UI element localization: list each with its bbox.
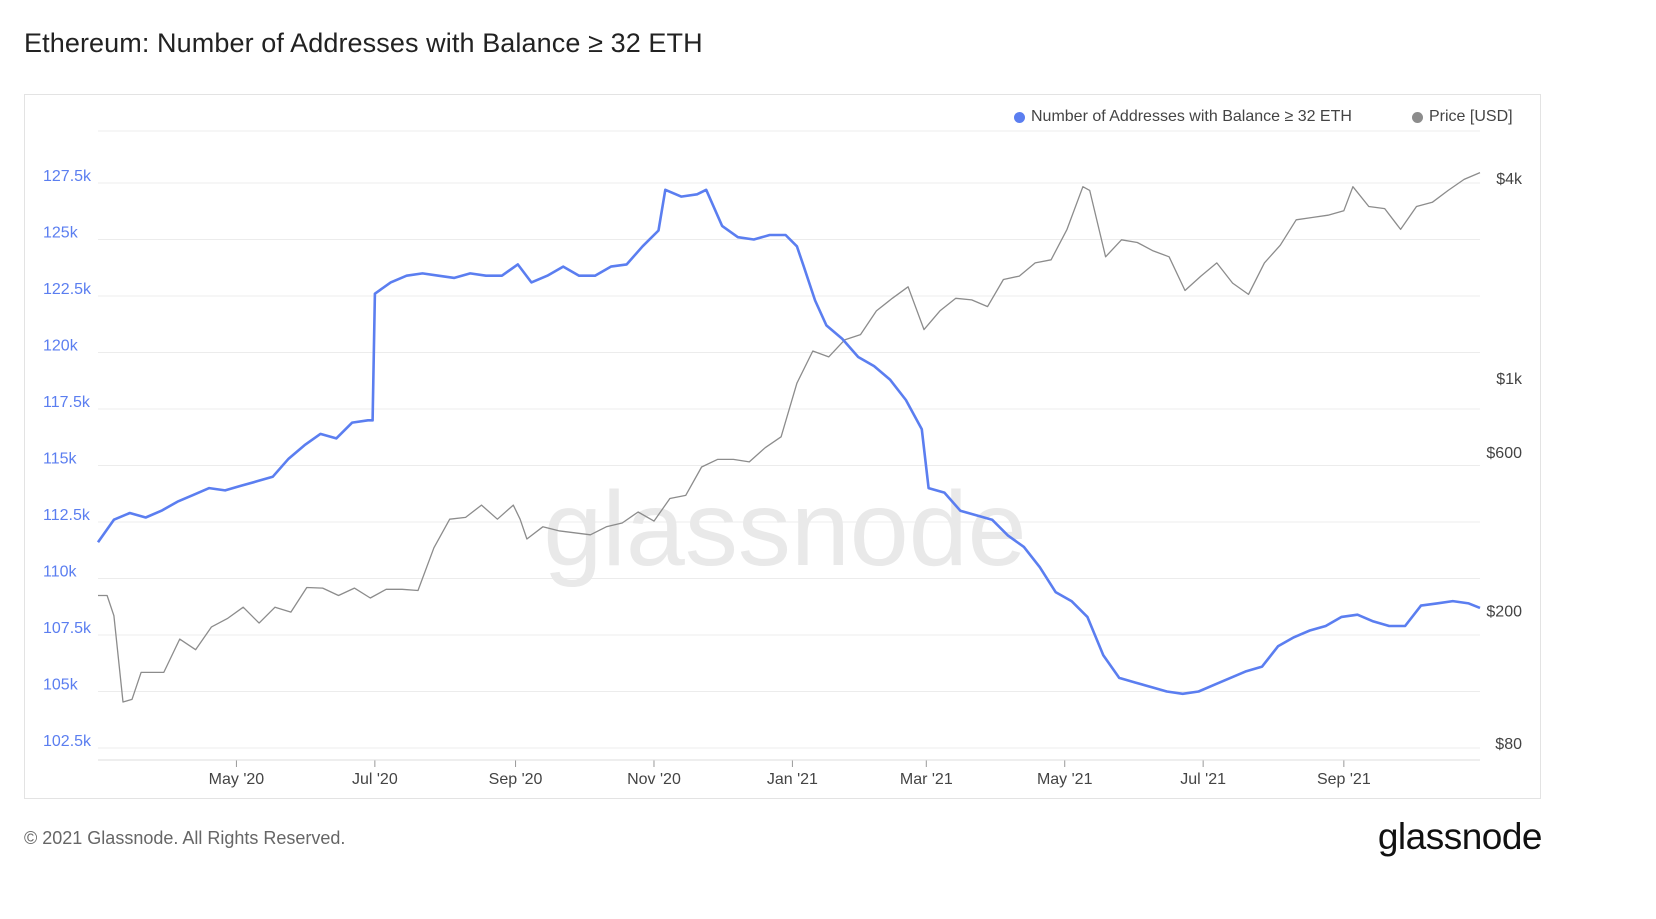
- x-tick-label: Jan '21: [767, 771, 818, 788]
- right-tick-label: $1k: [1496, 371, 1523, 388]
- left-tick-label: 112.5k: [43, 507, 91, 524]
- price-series-line: [98, 172, 1481, 703]
- legend-item-price[interactable]: Price [USD]: [1412, 108, 1513, 126]
- left-tick-label: 127.5k: [43, 168, 92, 185]
- left-axis: 102.5k 105k 107.5k 110k 112.5k 115k 117.5k 120k…: [43, 168, 92, 750]
- chart-svg: glassnode 102.5k 105k 107.5k 110k 112.5k 115k…: [43, 130, 1523, 788]
- x-tick-label: May '20: [209, 771, 265, 788]
- left-tick-label: 105k: [43, 677, 79, 694]
- watermark: glassnode: [543, 470, 1026, 588]
- legend-label-price: Price [USD]: [1429, 108, 1513, 125]
- addresses-series-line: [96, 188, 1481, 696]
- x-tick-label: Nov '20: [627, 771, 681, 788]
- left-tick-label: 110k: [43, 564, 78, 581]
- chart-panel: glassnode 102.5k 105k 107.5k 110k 112.5k 115k…: [24, 94, 1541, 799]
- legend-item-addresses[interactable]: Number of Addresses with Balance ≥ 32 ET…: [1014, 108, 1352, 126]
- right-axis: $80 $200 $600 $1k $4k: [1486, 171, 1523, 753]
- left-tick-label: 102.5k: [43, 733, 92, 750]
- right-tick-label: $80: [1495, 736, 1522, 753]
- x-tick-label: Mar '21: [900, 771, 953, 788]
- x-tick-label: Sep '21: [1317, 771, 1371, 788]
- glassnode-logo[interactable]: glassnode: [1377, 816, 1543, 857]
- chart-title: Ethereum: Number of Addresses with Balan…: [24, 28, 703, 58]
- right-tick-label: $4k: [1496, 171, 1523, 188]
- left-tick-label: 125k: [43, 225, 79, 242]
- left-tick-label: 120k: [43, 338, 79, 355]
- right-tick-label: $600: [1486, 445, 1522, 462]
- x-tick-label: Sep '20: [489, 771, 543, 788]
- right-tick-label: $200: [1486, 604, 1522, 621]
- grid-lines: [98, 130, 1480, 749]
- left-tick-label: 122.5k: [43, 281, 92, 298]
- x-tick-label: Jul '20: [352, 771, 398, 788]
- left-tick-label: 117.5k: [43, 394, 91, 411]
- x-tick-label: Jul '21: [1180, 771, 1226, 788]
- series-layer: [96, 172, 1481, 703]
- x-tick-label: May '21: [1037, 771, 1093, 788]
- legend-label-addresses: Number of Addresses with Balance ≥ 32 ET…: [1031, 108, 1352, 125]
- left-tick-label: 115k: [43, 451, 78, 468]
- addresses-legend-dot-icon: [1014, 111, 1025, 123]
- copyright-text: © 2021 Glassnode. All Rights Reserved.: [24, 828, 346, 848]
- price-legend-dot-icon: [1412, 111, 1423, 123]
- x-axis: May '20 Jul '20 Sep '20 Nov '20 Jan '21 Mar '…: [98, 759, 1480, 788]
- left-tick-label: 107.5k: [43, 620, 92, 637]
